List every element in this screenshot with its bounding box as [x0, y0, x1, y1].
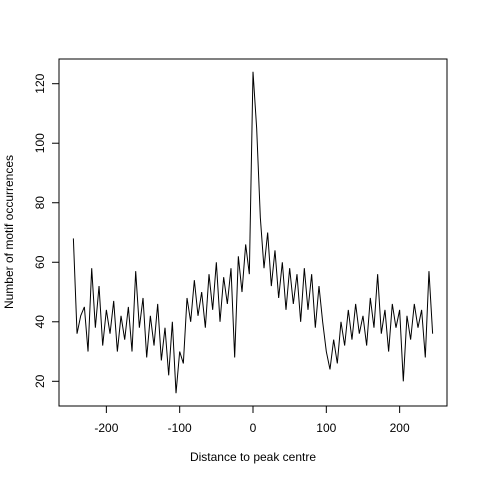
data-line: [72, 71, 434, 394]
y-tick-label: 20: [33, 374, 47, 388]
plot-box: [58, 58, 448, 407]
y-tick-label: 40: [33, 315, 47, 329]
x-axis-label: Distance to peak centre: [190, 450, 316, 464]
x-tick-label: 0: [250, 421, 257, 435]
x-tick-label: -100: [168, 421, 192, 435]
y-tick-label: 120: [33, 73, 47, 93]
x-tick-label: 200: [390, 421, 410, 435]
y-tick-label: 100: [33, 133, 47, 153]
x-tick-label: -200: [94, 421, 118, 435]
y-axis-label: Number of motif occurrences: [2, 155, 16, 309]
y-tick-label: 60: [33, 255, 47, 269]
x-tick-label: 100: [316, 421, 336, 435]
y-tick-label: 80: [33, 196, 47, 210]
